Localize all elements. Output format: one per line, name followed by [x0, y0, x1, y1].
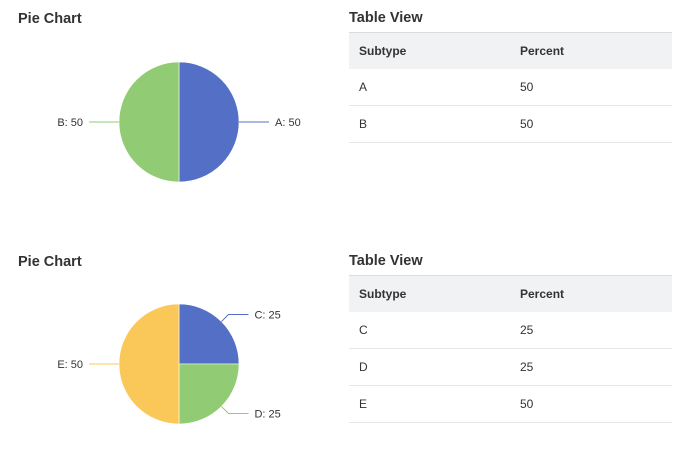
cell-subtype: A: [349, 69, 510, 106]
table-row: A 50: [349, 69, 672, 106]
pie-chart-title-2: Pie Chart: [18, 254, 82, 270]
slice-label-b: B: 50: [57, 117, 83, 129]
column-header-percent[interactable]: Percent: [520, 44, 565, 58]
table-row: B 50: [349, 105, 672, 143]
table-header-row: Subtype Percent: [349, 275, 672, 312]
column-header-subtype[interactable]: Subtype: [359, 287, 407, 301]
cell-percent: 25: [510, 348, 672, 386]
column-header-subtype[interactable]: Subtype: [359, 44, 407, 58]
leader-line-c: [221, 314, 249, 322]
cell-subtype: E: [349, 385, 510, 423]
slice-label-a: A: 50: [275, 117, 301, 129]
cell-percent: 25: [510, 312, 672, 349]
pie-chart-title-1: Pie Chart: [18, 11, 82, 27]
slice-label-c: C: 25: [254, 310, 280, 322]
table-row: E 50: [349, 385, 672, 423]
table-view-1: Subtype Percent A 50 B 50: [349, 32, 672, 143]
pie-chart-1: A: 50 B: 50: [57, 61, 301, 183]
table-view-title-2: Table View: [349, 253, 423, 269]
cell-percent: 50: [510, 385, 672, 423]
table-view-2: Subtype Percent C 25 D 25 E 50: [349, 275, 672, 423]
table-view-title-1: Table View: [349, 10, 423, 26]
cell-subtype: D: [349, 348, 510, 386]
cell-subtype: B: [349, 105, 510, 143]
leader-line-d: [221, 406, 249, 414]
table-row: D 25: [349, 348, 672, 386]
pie-slice-a[interactable]: [178, 61, 240, 183]
slice-label-e: E: 50: [57, 359, 83, 371]
table-row: C 25: [349, 312, 672, 349]
cell-subtype: C: [349, 312, 510, 349]
column-header-percent[interactable]: Percent: [520, 287, 565, 301]
pie-slice-b[interactable]: [118, 61, 180, 183]
cell-percent: 50: [510, 105, 672, 143]
pie-chart-2: C: 25 D: 25 E: 50: [57, 303, 281, 425]
table-header-row: Subtype Percent: [349, 32, 672, 69]
pie-slice-e[interactable]: [118, 303, 180, 425]
pie-slice-c[interactable]: [178, 303, 240, 365]
pie-slice-d[interactable]: [178, 363, 240, 425]
cell-percent: 50: [510, 69, 672, 106]
slice-label-d: D: 25: [254, 408, 280, 420]
